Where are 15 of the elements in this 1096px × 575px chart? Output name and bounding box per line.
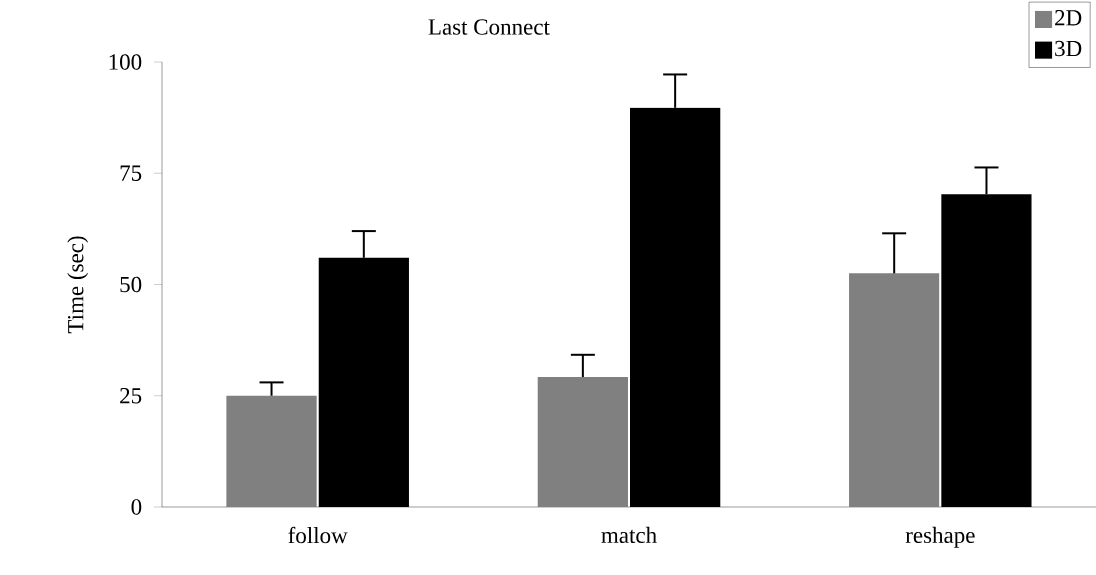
y-tick-label: 25 (120, 388, 142, 404)
y-tick-label: 0 (131, 499, 142, 515)
y-tick-label: 100 (109, 54, 142, 70)
x-tick-label: match (601, 526, 657, 544)
legend-label: 3D (1055, 40, 1082, 57)
y-tick-label: 75 (120, 165, 142, 181)
bar (537, 377, 628, 507)
legend-label: 2D (1055, 10, 1082, 26)
x-tick-label: follow (288, 526, 348, 544)
bar (849, 273, 940, 507)
y-axis-title: Time (sec) (67, 236, 89, 334)
x-tick-label: reshape (905, 526, 975, 548)
bar (226, 395, 317, 507)
y-tick-label: 50 (120, 276, 142, 293)
chart-title: Last Connect (428, 19, 550, 35)
